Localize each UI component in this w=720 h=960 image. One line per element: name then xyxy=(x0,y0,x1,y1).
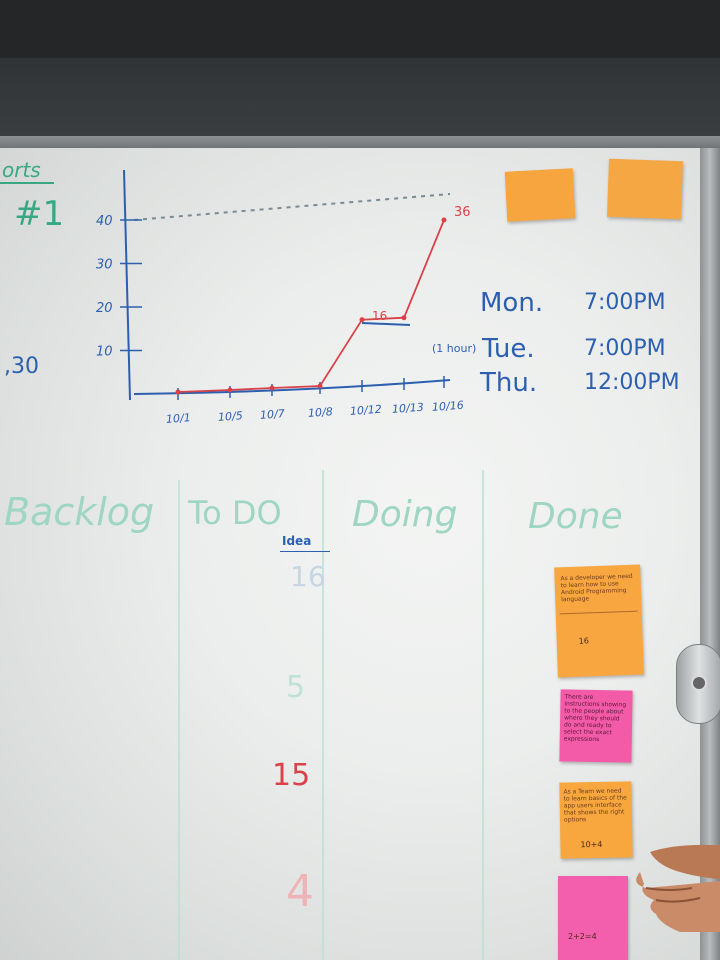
schedule-day: Mon. xyxy=(480,288,544,318)
schedule-day: Tue. xyxy=(482,334,535,364)
sticky-note-top-1 xyxy=(504,168,576,222)
schedule-prefix: (1 hour) xyxy=(432,342,477,355)
note-text: As a Team we need to learn basics of the… xyxy=(563,787,627,824)
plateau-bracket xyxy=(361,322,411,326)
x-tick-label: 10/5 xyxy=(218,409,244,424)
column-todo: To DO xyxy=(188,494,282,532)
data-point xyxy=(317,383,323,389)
data-point xyxy=(401,315,407,321)
schedule-time: 7:00PM xyxy=(584,290,666,315)
x-tick-label: 10/1 xyxy=(166,411,192,426)
note-text: As a developer we need to learn how to u… xyxy=(560,572,633,604)
sticky-note-top-2 xyxy=(607,158,683,220)
left-heading: orts xyxy=(2,158,41,182)
estimate-4: 4 xyxy=(286,866,314,917)
estimate-5: 5 xyxy=(286,670,306,705)
screw-icon xyxy=(691,675,707,691)
schedule-day: Thu. xyxy=(480,368,538,398)
target-line xyxy=(133,193,451,221)
note-number: 16 xyxy=(578,636,590,646)
x-tick-label: 10/8 xyxy=(308,405,334,420)
heading-underline xyxy=(0,182,54,184)
ceiling xyxy=(0,0,720,58)
x-tick-label: 10/7 xyxy=(260,407,286,422)
schedule-time: 12:00PM xyxy=(584,370,680,395)
whiteboard-top-frame xyxy=(0,136,720,150)
sticky-note-done-4: 2+2=4 xyxy=(558,876,628,960)
y-tick-label: 40 xyxy=(96,214,113,229)
schedule-time: 7:00PM xyxy=(584,336,666,361)
y-axis xyxy=(123,169,131,401)
hand xyxy=(636,844,720,932)
x-tick-label: 10/13 xyxy=(392,401,425,416)
note-number: 10+4 xyxy=(580,839,603,850)
estimate-15: 15 xyxy=(272,758,311,793)
column-backlog: Backlog xyxy=(4,490,155,534)
whiteboard-right-frame xyxy=(700,148,720,960)
column-divider xyxy=(178,480,180,960)
column-doing: Doing xyxy=(352,494,458,535)
sticky-note-done-1: As a developer we need to learn how to u… xyxy=(554,564,644,678)
data-point xyxy=(359,317,365,323)
sticky-note-done-2: There are instructions showing to the pe… xyxy=(559,689,633,763)
x-tick-label: 10/16 xyxy=(432,399,465,414)
data-point xyxy=(441,217,447,223)
column-done: Done xyxy=(528,496,623,537)
left-number: #1 xyxy=(14,194,65,234)
series-line xyxy=(177,219,445,393)
annotation-36: 36 xyxy=(454,205,471,220)
data-point xyxy=(227,387,233,393)
y-tick-label: 30 xyxy=(96,258,113,273)
column-divider xyxy=(482,470,484,960)
note-number: 2+2=4 xyxy=(568,932,597,941)
left-value: ,30 xyxy=(4,354,39,379)
x-tick-label: 10/12 xyxy=(350,403,383,418)
burnup-chart: 10 20 30 40 10/1 10/5 10/7 10/8 10/12 10/13 10/16 1… xyxy=(96,169,471,426)
idea-underline xyxy=(280,551,330,552)
todo-idea-label: Idea xyxy=(282,534,312,548)
note-text: There are instructions showing to the pe… xyxy=(563,693,627,744)
board-clip xyxy=(676,644,720,724)
data-point xyxy=(269,385,275,391)
estimate-16: 16 xyxy=(290,560,326,593)
note-divider xyxy=(559,610,638,615)
annotation-16: 16 xyxy=(372,309,387,323)
wall xyxy=(0,58,720,142)
data-point xyxy=(175,389,181,395)
y-tick-label: 10 xyxy=(96,345,113,360)
y-tick-label: 20 xyxy=(96,301,113,316)
column-divider xyxy=(322,470,324,960)
